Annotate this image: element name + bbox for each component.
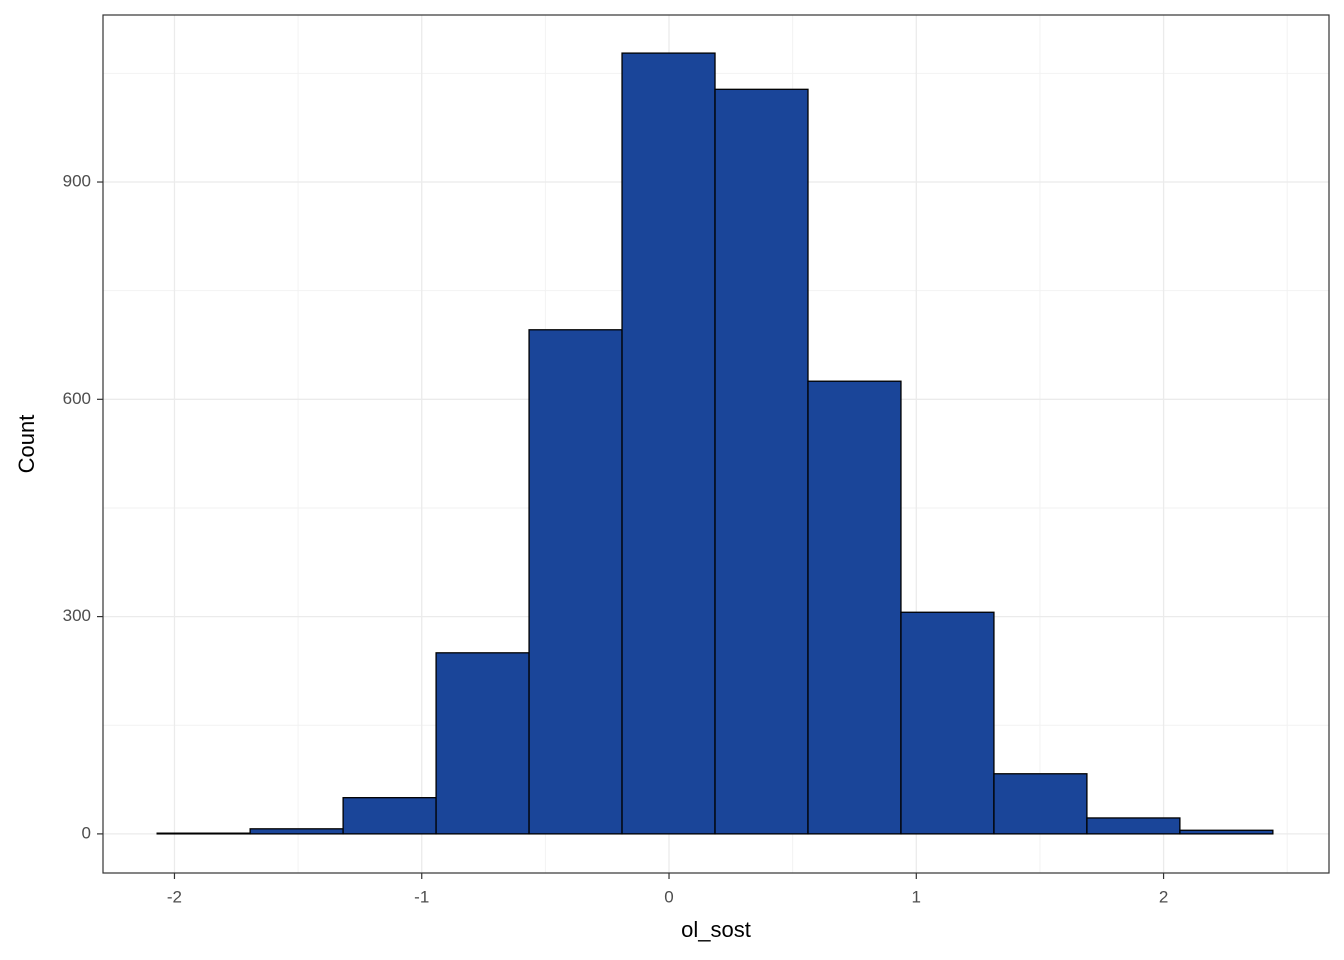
bar — [621, 52, 716, 835]
y-tick-label: 900 — [63, 172, 91, 191]
bar — [1179, 829, 1274, 835]
bar — [342, 797, 437, 835]
x-tick-label: -2 — [167, 887, 182, 906]
y-axis-title: Count — [14, 415, 39, 474]
x-tick-label: 1 — [912, 887, 921, 906]
bars — [156, 52, 1274, 835]
bar — [156, 832, 251, 835]
y-tick-label: 0 — [82, 823, 91, 842]
x-axis-title: ol_sost — [681, 917, 751, 942]
bar — [807, 380, 902, 835]
panel-border — [102, 14, 1330, 874]
bar — [249, 828, 344, 835]
y-tick-label: 300 — [63, 606, 91, 625]
bar — [714, 88, 809, 835]
bar — [528, 329, 623, 835]
bar — [993, 773, 1088, 835]
x-tick-label: 2 — [1159, 887, 1168, 906]
y-tick-label: 600 — [63, 389, 91, 408]
x-tick-label: -1 — [414, 887, 429, 906]
x-tick-label: 0 — [664, 887, 673, 906]
bar — [1086, 817, 1181, 835]
bar — [435, 652, 530, 835]
bar — [900, 611, 995, 835]
